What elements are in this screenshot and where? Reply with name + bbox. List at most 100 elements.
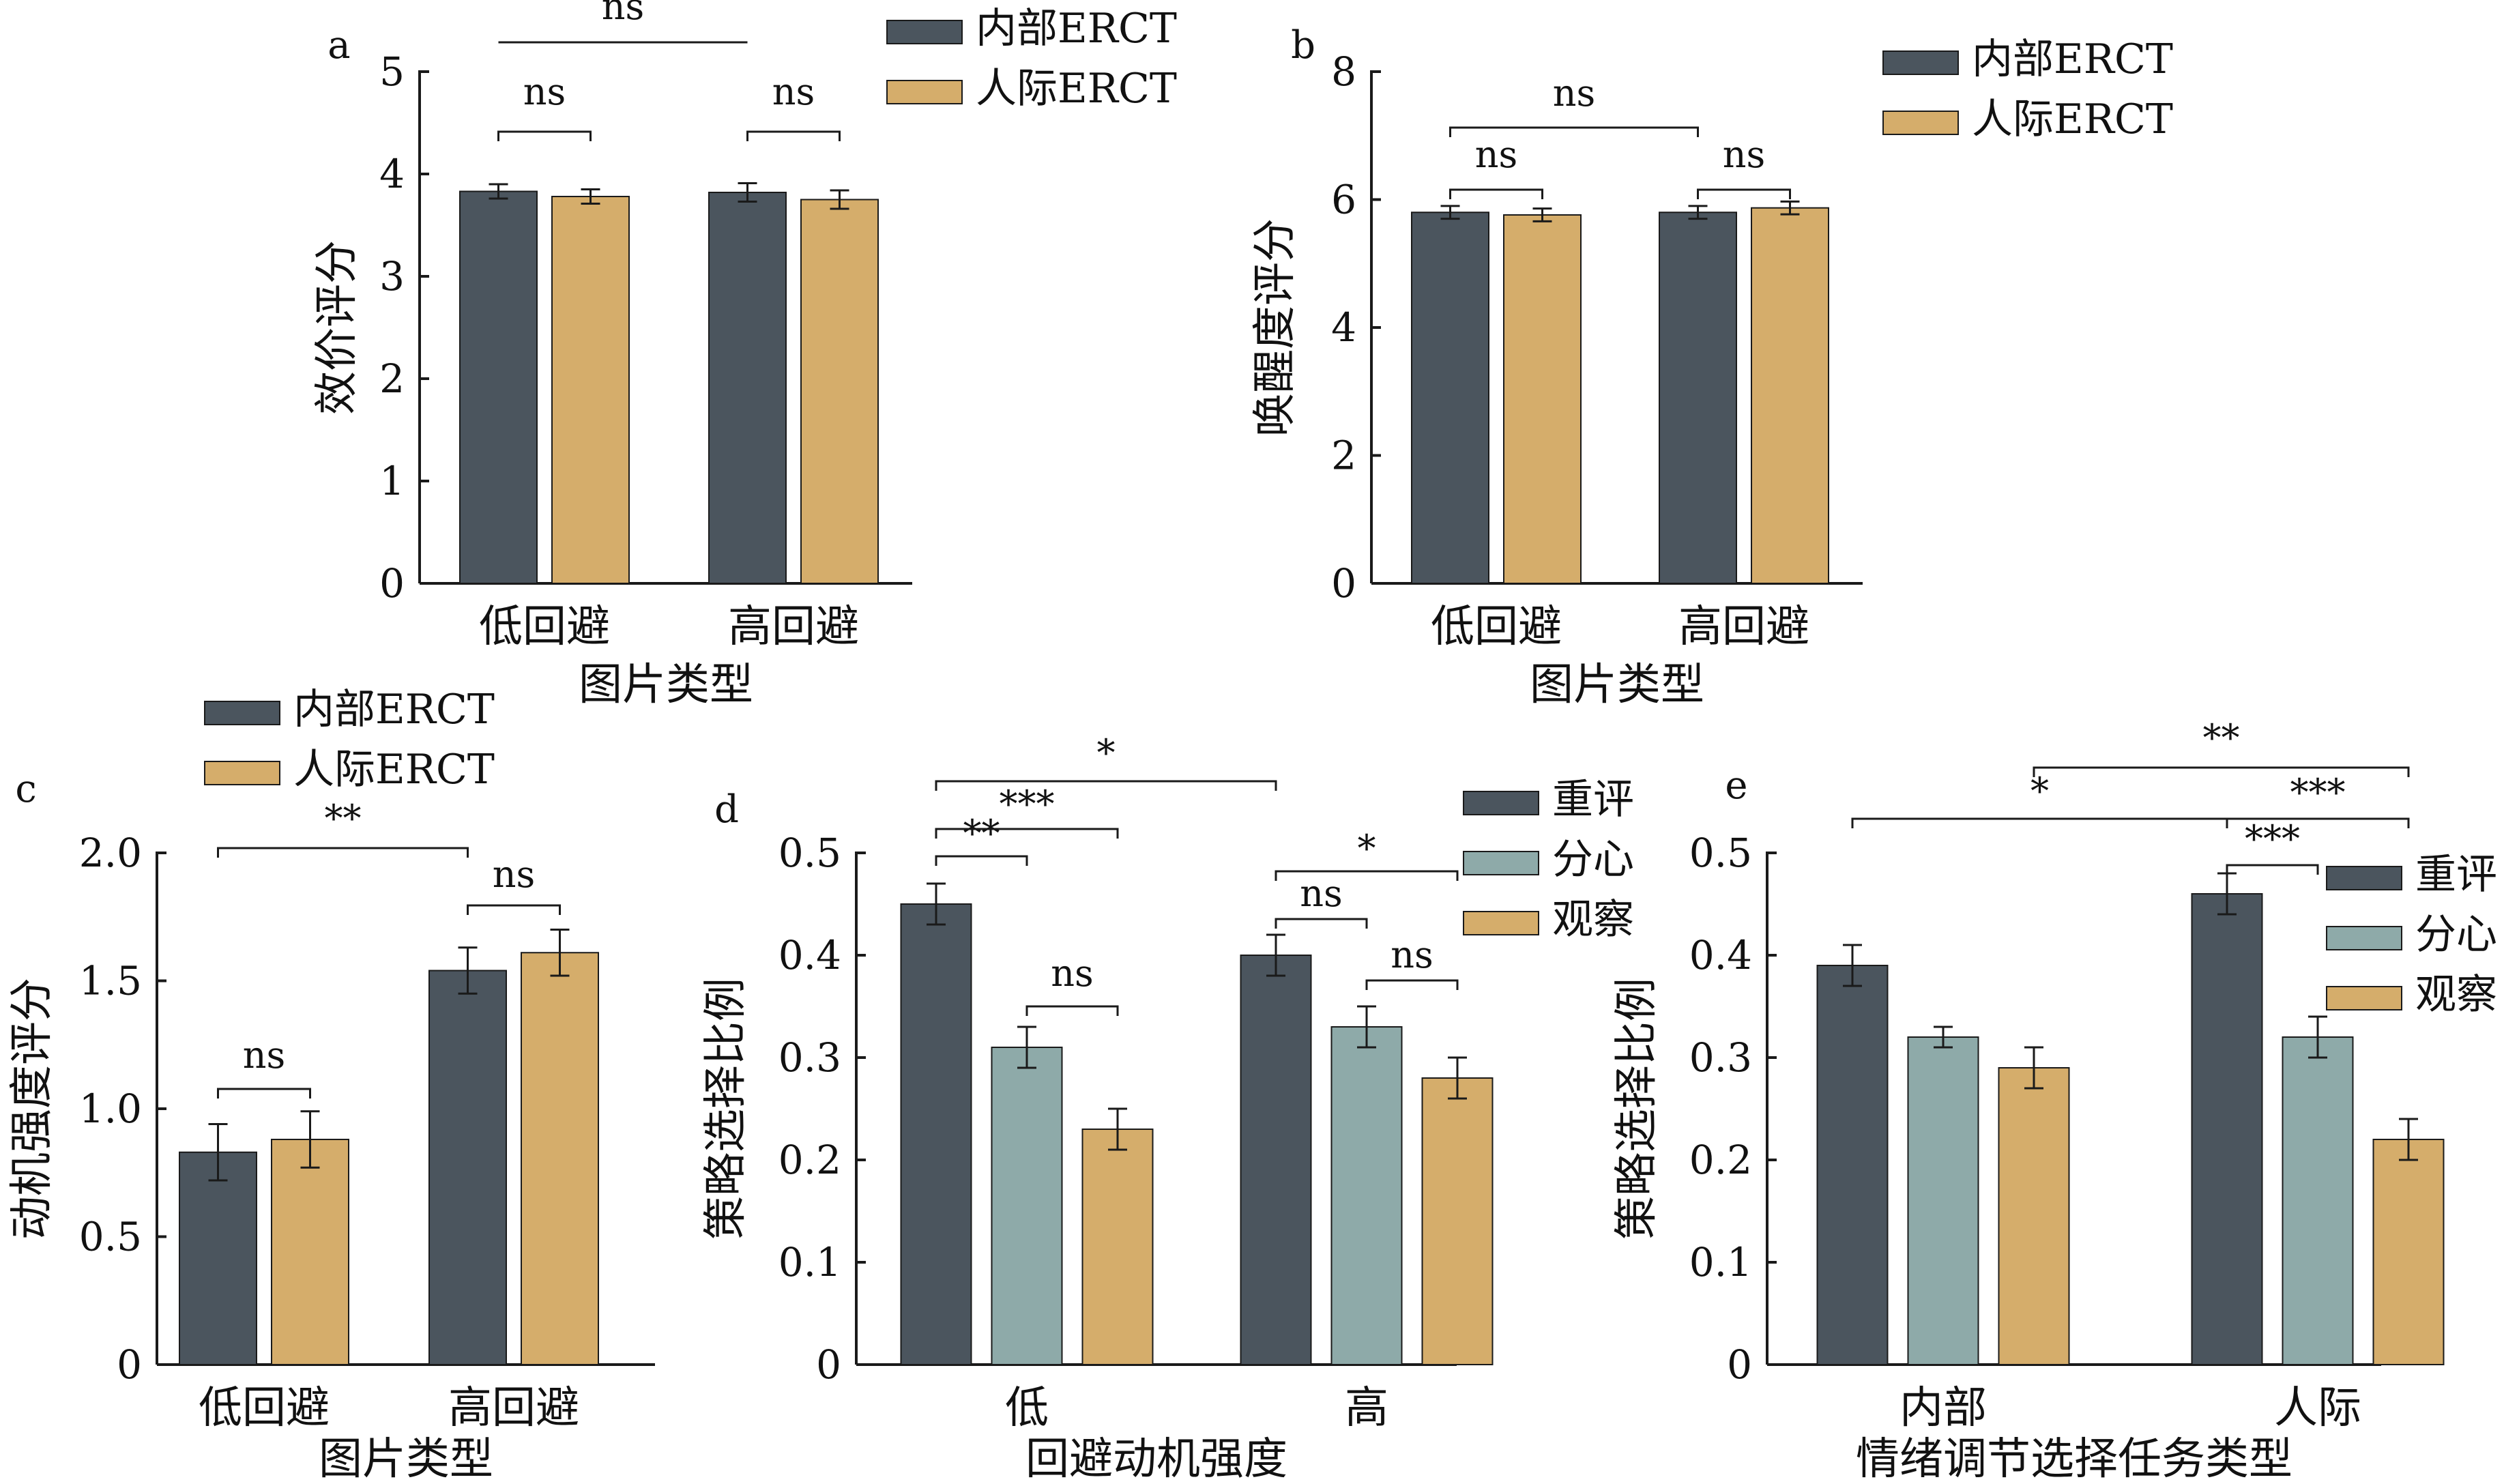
significance-bracket (217, 847, 469, 858)
legend-label-0: 重评 (1552, 776, 1634, 824)
legend-label-2: 观察 (1552, 896, 1634, 944)
significance-label: ** (963, 812, 1000, 855)
bar-e-1-1 (2282, 1036, 2354, 1365)
legend-swatch-2 (1463, 911, 1539, 935)
panel-label-a: a (327, 23, 350, 68)
y-tick-label: 1 (379, 458, 405, 504)
x-tick-label: 人际 (2274, 1383, 2361, 1434)
legend-label-1: 分心 (2415, 911, 2497, 959)
legend-label-1: 人际ERCT (293, 746, 495, 794)
significance-label: ns (523, 70, 566, 113)
y-axis-label: 策略选择比例 (701, 978, 751, 1240)
bar-d-0-0 (900, 903, 972, 1365)
significance-bracket (1025, 1005, 1119, 1016)
y-axis-label: 策略选择比例 (1612, 978, 1662, 1240)
y-tick-label: 8 (1331, 48, 1356, 95)
y-tick-label: 0 (816, 1341, 841, 1388)
bar-c-1-1 (521, 952, 599, 1365)
legend-label-0: 内部ERCT (976, 5, 1177, 53)
y-tick-label: 0 (1331, 560, 1356, 607)
significance-label: ns (243, 1034, 286, 1077)
significance-label: ns (1553, 72, 1596, 115)
bar-b-0-1 (1503, 214, 1582, 584)
y-tick-label: 0.3 (1689, 1034, 1752, 1081)
x-tick-label: 低回避 (479, 602, 610, 652)
panel-label-d: d (714, 787, 739, 832)
significance-label: *** (1000, 783, 1055, 826)
significance-label: ns (772, 70, 815, 113)
x-axis-label: 情绪调节选择任务类型 (1856, 1434, 2292, 1484)
y-axis-label: 效价评分 (312, 240, 362, 415)
y-tick-label: 0 (379, 560, 405, 607)
legend-swatch-0 (886, 20, 963, 44)
legend-label-0: 内部ERCT (293, 686, 495, 733)
y-tick-label: 2.0 (79, 830, 142, 876)
significance-bracket (497, 130, 592, 141)
bar-b-1-1 (1751, 207, 1829, 584)
legend-label-0: 重评 (2415, 851, 2497, 899)
y-tick-label: 4 (379, 151, 405, 197)
significance-bracket (935, 780, 1277, 791)
significance-bracket (2226, 817, 2410, 828)
significance-label: * (1358, 827, 1376, 870)
legend-label-0: 内部ERCT (1972, 35, 2173, 83)
legend-label-1: 分心 (1552, 836, 1634, 884)
legend-label-1: 人际ERCT (976, 65, 1177, 113)
y-tick-label: 0.5 (778, 830, 841, 876)
significance-label: ns (1723, 133, 1766, 176)
y-tick-label: 5 (379, 48, 405, 95)
y-tick-label: 0.2 (1689, 1137, 1752, 1183)
y-tick-label: 0.4 (778, 932, 841, 978)
panel-label-b: b (1291, 23, 1315, 68)
y-axis-label: 唤醒度评分 (1250, 218, 1300, 437)
bar-c-1-0 (428, 970, 507, 1365)
x-axis-label: 图片类型 (1530, 660, 1704, 710)
significance-bracket (1275, 918, 1368, 929)
legend-swatch-1 (1882, 111, 1959, 135)
bar-a-1-0 (708, 192, 787, 584)
y-tick-label: 4 (1331, 304, 1356, 351)
bar-c-0-0 (179, 1151, 257, 1365)
bar-d-1-0 (1240, 955, 1312, 1365)
significance-bracket (1365, 979, 1459, 990)
x-tick-label: 高回避 (728, 602, 859, 652)
x-tick-label: 低 (1005, 1383, 1049, 1434)
x-axis-label: 回避动机强度 (1025, 1434, 1287, 1484)
legend-label-2: 观察 (2415, 971, 2497, 1019)
significance-bracket (1449, 126, 1699, 137)
legend-swatch-0 (2326, 866, 2402, 890)
bar-b-0-0 (1411, 212, 1489, 584)
legend-swatch-1 (886, 80, 963, 104)
bar-b-1-0 (1659, 212, 1737, 584)
significance-bracket (1449, 188, 1543, 199)
y-tick-label: 0.1 (1689, 1239, 1752, 1285)
significance-label: ** (2203, 716, 2240, 759)
legend-swatch-1 (204, 761, 280, 785)
significance-label: ns (493, 853, 536, 896)
x-tick-label: 低回避 (1431, 602, 1562, 652)
bar-d-0-2 (1081, 1129, 1154, 1365)
legend-label-1: 人际ERCT (1972, 96, 2173, 143)
significance-label: *** (2245, 817, 2300, 860)
x-tick-label: 高回避 (448, 1383, 579, 1434)
bar-d-0-1 (991, 1047, 1063, 1365)
bar-d-1-2 (1421, 1077, 1494, 1365)
significance-label: *** (2290, 771, 2346, 814)
significance-bracket (1697, 188, 1791, 199)
y-tick-label: 1.0 (79, 1086, 142, 1132)
bar-e-0-2 (1998, 1067, 2070, 1365)
y-tick-label: 2 (1331, 433, 1356, 479)
bar-e-1-0 (2191, 893, 2263, 1365)
significance-label: ** (325, 797, 362, 840)
legend-swatch-1 (2326, 926, 2402, 950)
bar-d-1-1 (1330, 1026, 1403, 1365)
panel-label-e: e (1725, 763, 1747, 808)
y-tick-label: 0.4 (1689, 932, 1752, 978)
significance-label: ns (1475, 133, 1518, 176)
y-tick-label: 0.2 (778, 1137, 841, 1183)
legend-swatch-0 (1463, 791, 1539, 815)
significance-label: * (1097, 731, 1116, 774)
significance-bracket (1851, 817, 2228, 828)
legend-swatch-2 (2326, 986, 2402, 1010)
